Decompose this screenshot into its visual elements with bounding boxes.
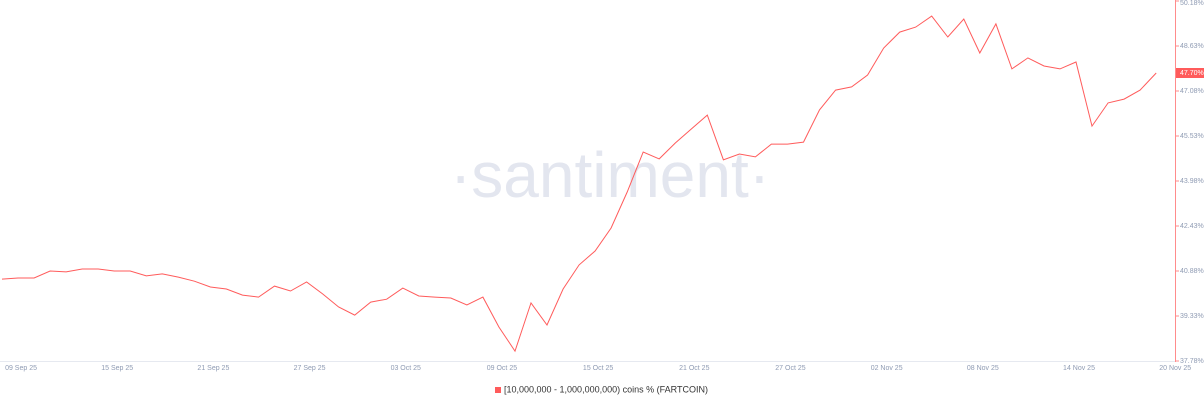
y-tick-label: 47.08% <box>1180 88 1204 95</box>
y-tick-label: 40.88% <box>1180 268 1204 275</box>
x-tick-label: 09 Sep 25 <box>5 365 37 372</box>
y-tick-label: 50.18% <box>1180 0 1204 7</box>
x-tick-label: 27 Oct 25 <box>775 365 805 372</box>
x-tick-label: 21 Oct 25 <box>679 365 709 372</box>
legend-swatch <box>495 387 501 393</box>
y-tick-label: 42.43% <box>1180 223 1204 230</box>
x-tick-label: 20 Nov 25 <box>1159 365 1191 372</box>
x-tick-label: 21 Sep 25 <box>197 365 229 372</box>
y-tick-label: 37.78% <box>1180 358 1204 365</box>
x-tick-label: 09 Oct 25 <box>487 365 517 372</box>
x-tick-label: 15 Sep 25 <box>101 365 133 372</box>
x-tick-label: 08 Nov 25 <box>967 365 999 372</box>
x-tick-label: 02 Nov 25 <box>871 365 903 372</box>
y-tick-label: 39.33% <box>1180 313 1204 320</box>
x-tick-label: 14 Nov 25 <box>1063 365 1095 372</box>
x-tick-label: 15 Oct 25 <box>583 365 613 372</box>
current-value-label: 47.70% <box>1180 70 1204 77</box>
watermark: ·santiment· <box>450 139 770 211</box>
y-tick-label: 43.98% <box>1180 178 1204 185</box>
legend-label: [10,000,000 - 1,000,000,000) coins % (FA… <box>504 384 708 394</box>
x-tick-label: 03 Oct 25 <box>391 365 421 372</box>
y-tick-label: 45.53% <box>1180 133 1204 140</box>
x-tick-label: 27 Sep 25 <box>294 365 326 372</box>
line <box>1 15 1157 353</box>
current-value-box <box>1176 68 1204 78</box>
y-tick-label: 48.63% <box>1180 43 1204 50</box>
